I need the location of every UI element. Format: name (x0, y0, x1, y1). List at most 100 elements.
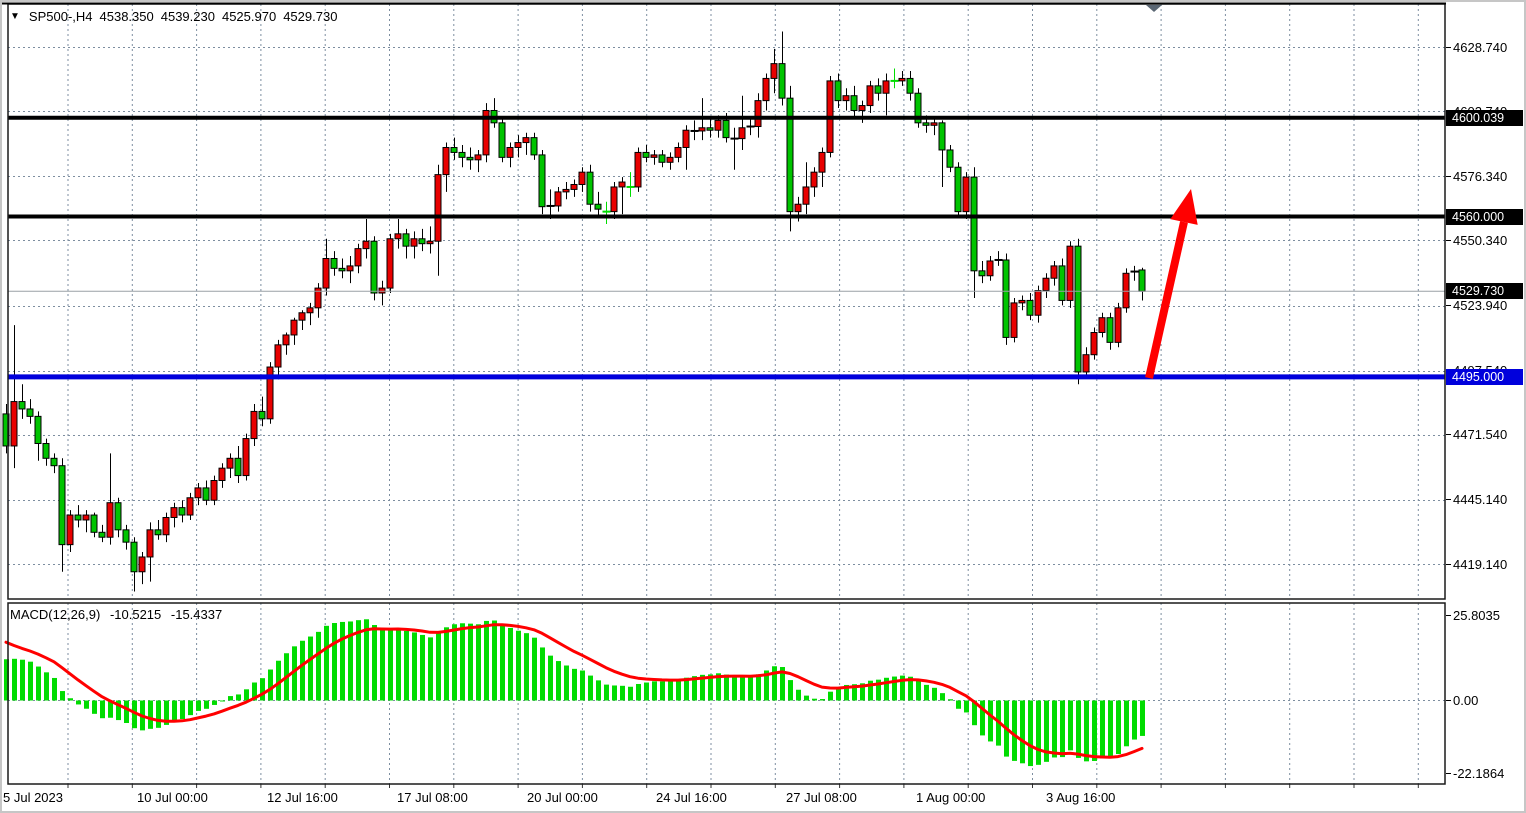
candle-body (1090, 331, 1098, 356)
macd-histogram-bar (396, 628, 401, 701)
macd-histogram-bar (1076, 700, 1081, 758)
macd-histogram-bar (308, 636, 313, 701)
candle-body (170, 507, 178, 518)
price-tick: 4419.140 (1446, 556, 1507, 572)
macd-histogram-bar (244, 689, 249, 701)
price-tick-dash (1446, 434, 1451, 436)
candle-body (50, 457, 58, 467)
macd-histogram-bar (276, 660, 281, 701)
candle-body (818, 151, 826, 173)
trend-arrow-shaft[interactable] (1145, 221, 1188, 379)
macd-tick: 0.00 (1446, 693, 1478, 709)
macd-histogram-bar (548, 655, 553, 701)
macd-histogram-bar (924, 684, 929, 701)
candle-body (986, 260, 994, 277)
macd-tick-dash (1446, 700, 1451, 701)
candle-body (66, 514, 74, 546)
price-tick-label: 4419.140 (1453, 556, 1508, 572)
price-tick-dash (1446, 499, 1451, 501)
candle-body (58, 465, 66, 546)
candle-body (290, 319, 298, 336)
macd-histogram-bar (60, 691, 65, 701)
candle-body (394, 233, 402, 240)
macd-histogram-bar (1012, 700, 1017, 761)
macd-histogram-bar (316, 631, 321, 701)
macd-histogram-bar (652, 681, 657, 701)
candle-body (938, 122, 946, 151)
candle-body (802, 186, 810, 205)
candle-body (786, 97, 794, 213)
candle-body (506, 146, 514, 158)
macd-histogram-bar (516, 630, 521, 701)
candle-body (762, 77, 770, 102)
candle-body (514, 142, 522, 148)
macd-histogram-bar (612, 685, 617, 701)
macd-histogram-bar (828, 691, 833, 701)
candle-body (442, 146, 450, 176)
macd-histogram-bar (116, 700, 121, 721)
macd-histogram-bar (868, 680, 873, 701)
candle-body (1018, 299, 1026, 304)
macd-histogram-bar (356, 620, 361, 701)
candle-body (258, 410, 266, 420)
macd-histogram-bar (92, 700, 97, 714)
candle-body (738, 127, 746, 140)
macd-histogram-bar (604, 684, 609, 701)
symbol-dropdown-icon[interactable]: ▼ (10, 11, 20, 22)
price-axis[interactable]: 4628.7404602.7404576.3404550.3404523.940… (1446, 0, 1526, 813)
candle-body (106, 502, 114, 538)
candle-body (866, 85, 874, 107)
macd-histogram-bar (372, 625, 377, 701)
macd-histogram-bar (28, 661, 33, 701)
macd-histogram-bar (956, 700, 961, 709)
macd-histogram-bar (596, 680, 601, 701)
candle-body (450, 146, 458, 153)
macd-histogram-bar (148, 700, 153, 729)
macd-tick-dash (1446, 773, 1451, 775)
candle-body (650, 154, 658, 158)
candle-body (122, 529, 130, 543)
macd-histogram-bar (420, 634, 425, 701)
candle-body (154, 529, 162, 536)
candle-body (138, 556, 146, 573)
macd-histogram-bar (212, 700, 217, 705)
candle-body (946, 149, 954, 168)
macd-histogram-bar (1068, 700, 1073, 751)
macd-histogram-bar (892, 676, 897, 701)
candle-body (402, 233, 410, 247)
macd-histogram-bar (668, 681, 673, 701)
macd-histogram-bar (164, 700, 169, 725)
date-label: 1 Aug 00:00 (916, 790, 986, 805)
macd-panel-border (7, 602, 1446, 785)
candle-body (618, 181, 626, 188)
macd-histogram-bar (660, 681, 665, 701)
macd-histogram-bar (204, 700, 209, 709)
candle-body (1122, 272, 1130, 309)
macd-tick-label: 25.8035 (1453, 608, 1500, 624)
candle-body (42, 442, 50, 459)
date-axis[interactable]: 5 Jul 2023 10 Jul 00:00 12 Jul 16:00 17 Jul… (0, 787, 1446, 813)
candle-body (10, 401, 18, 447)
macd-histogram-bar (772, 666, 777, 701)
macd-histogram-bar (1020, 700, 1025, 764)
candle-body (578, 171, 586, 185)
macd-histogram-bar (292, 646, 297, 701)
candle-body (2, 413, 10, 447)
macd-histogram-bar (340, 621, 345, 701)
candle-body (178, 507, 186, 516)
price-tick: 4628.740 (1446, 39, 1507, 55)
trend-arrow-head[interactable] (1170, 189, 1198, 225)
price-tick: 4471.540 (1446, 427, 1507, 443)
macd-histogram-bar (252, 682, 257, 701)
macd-histogram-bar (196, 700, 201, 711)
macd-histogram-bar (540, 647, 545, 701)
macd-histogram-bar (844, 684, 849, 701)
macd-histogram-bar (564, 665, 569, 701)
macd-histogram-bar (100, 700, 105, 719)
candle-body (858, 105, 866, 111)
price-chart[interactable] (0, 0, 1446, 813)
candle-body (330, 257, 338, 269)
candle-body (226, 457, 234, 469)
macd-histogram-bar (820, 699, 825, 701)
macd-histogram-bar (324, 625, 329, 701)
